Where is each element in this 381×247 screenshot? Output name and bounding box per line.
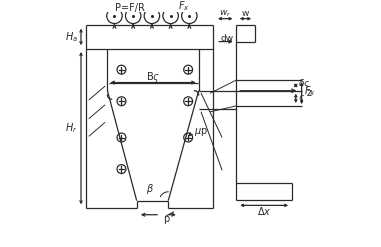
Text: dw: dw — [221, 34, 234, 42]
Text: $H_r$: $H_r$ — [65, 121, 78, 135]
Text: $\beta$: $\beta$ — [146, 182, 154, 196]
Text: $\Delta x$: $\Delta x$ — [257, 205, 271, 217]
Text: $F_x$: $F_x$ — [304, 84, 315, 98]
Text: $\varsigma$: $\varsigma$ — [298, 93, 305, 104]
Text: w: w — [242, 9, 249, 19]
Text: $w_r$: $w_r$ — [219, 9, 232, 19]
Text: B$\varsigma$: B$\varsigma$ — [146, 70, 160, 84]
Text: z: z — [306, 88, 311, 98]
Text: $F_x$: $F_x$ — [178, 0, 189, 13]
Text: P=F/R: P=F/R — [115, 3, 145, 13]
Text: p: p — [163, 214, 169, 224]
Text: $H_a$: $H_a$ — [65, 30, 78, 44]
Text: $\mu$p: $\mu$p — [194, 126, 208, 138]
Text: $\delta\varsigma$: $\delta\varsigma$ — [298, 77, 311, 90]
